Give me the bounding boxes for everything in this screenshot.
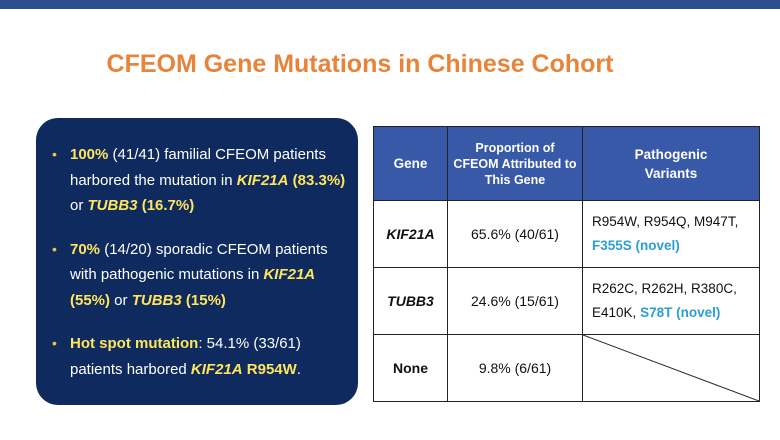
bullet-familial: • 100% (41/41) familial CFEOM patients h… [52,142,348,219]
variants-cell: R954W, R954Q, M947T, F355S (novel) [582,200,760,268]
gene-name: KIF21A [263,266,316,283]
table-header-row: Gene Proportion of CFEOM Attributed to T… [373,126,760,201]
variant-list: R262C, R262H, R380C, E410K, [592,281,737,320]
diagonal-strike-line [583,335,759,401]
bullet-text: or [110,291,132,309]
empty-variants-cell [582,334,760,402]
bullet-percent: (55%) [70,291,111,309]
bullet-text: (41/41) familial CFEOM patients harbored… [70,146,326,189]
header-gene: Gene [373,126,448,201]
gene-name: TUBB3 [87,197,138,214]
gene-name: KIF21A [236,171,289,189]
variants-cell: R262C, R262H, R380C, E410K, S78T (novel) [582,267,760,335]
table-row: KIF21A 65.6% (40/61) R954W, R954Q, M947T… [373,200,760,268]
proportion-cell: 9.8% (6/61) [447,334,583,402]
gene-mutation-table: Gene Proportion of CFEOM Attributed to T… [373,126,760,402]
proportion-cell: 65.6% (40/61) [447,200,583,268]
variant-list: R954W, R954Q, M947T, [592,214,739,229]
novel-variant: F355S (novel) [592,238,680,253]
bullet-percent: (15%) [181,291,226,309]
table-row: None 9.8% (6/61) [373,334,760,402]
bullet-text: or [70,197,88,214]
header-variants-text: Pathogenic Variants [634,146,708,181]
bullet-highlight: Hot spot mutation [70,335,199,352]
gene-cell: KIF21A [373,200,448,268]
bullet-text: (14/20) sporadic CFEOM patients with pat… [70,240,328,284]
bullet-percent: (16.7%) [137,197,195,214]
top-accent-bar [0,0,780,9]
mutation-name: R954W [242,360,297,378]
slide-title: CFEOM Gene Mutations in Chinese Cohort [106,50,614,78]
novel-variant: S78T (novel) [640,305,721,320]
bullet-percent: (83.3%) [288,171,346,189]
gene-name: KIF21A [190,360,243,378]
header-variants: Pathogenic Variants [582,126,760,201]
bullet-highlight: 70% [70,240,101,258]
bullet-dot: • [52,240,57,257]
gene-cell: None [373,334,448,402]
summary-bullets-panel: • 100% (41/41) familial CFEOM patients h… [36,118,358,405]
bullet-sporadic: • 70% (14/20) sporadic CFEOM patients wi… [52,237,348,314]
bullet-text: . [296,360,301,378]
bullet-hotspot: • Hot spot mutation: 54.1% (33/61) patie… [52,331,348,382]
header-proportion: Proportion of CFEOM Attributed to This G… [447,126,583,201]
gene-cell: TUBB3 [373,267,448,335]
bullet-highlight: 100% [70,146,109,163]
bullet-dot: • [52,335,57,351]
header-proportion-text: Proportion of CFEOM Attributed to This G… [453,140,577,187]
table-row: TUBB3 24.6% (15/61) R262C, R262H, R380C,… [373,267,760,335]
gene-name: TUBB3 [131,291,182,309]
bullet-dot: • [52,146,57,162]
proportion-cell: 24.6% (15/61) [447,267,583,335]
bullet-text: : 54.1% (33/61) patients harbored [70,335,301,378]
